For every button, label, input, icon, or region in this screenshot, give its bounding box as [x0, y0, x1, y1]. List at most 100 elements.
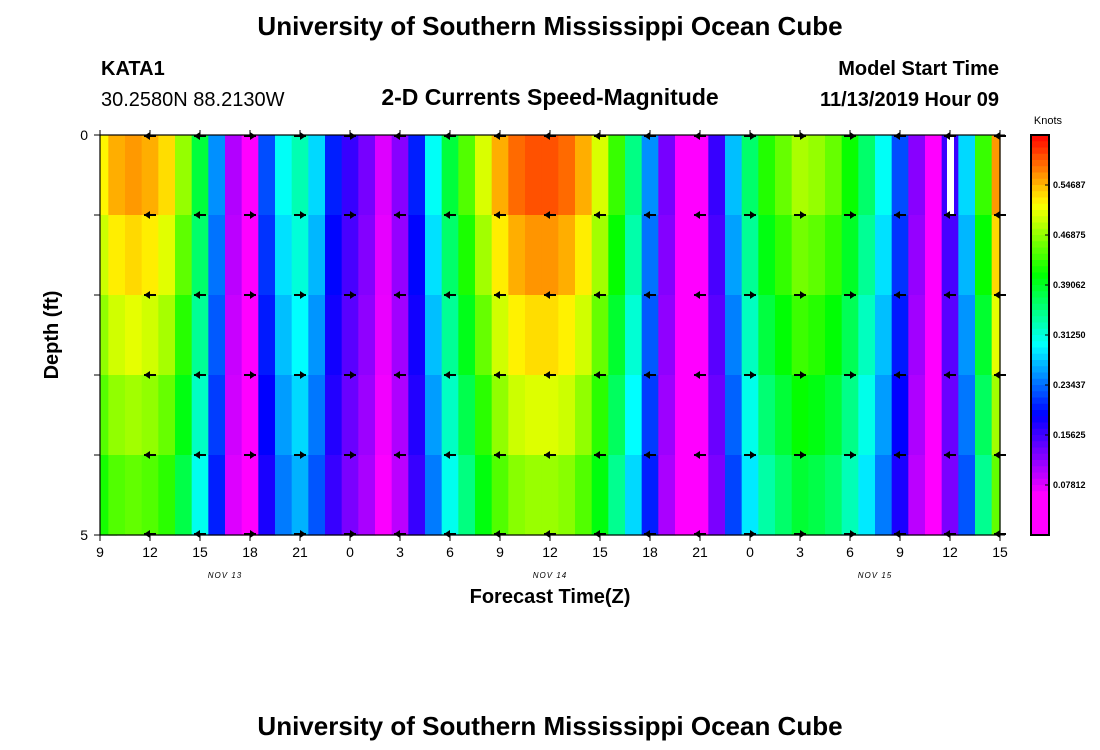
heatmap-cell: [358, 215, 376, 296]
heatmap-cell: [925, 295, 943, 376]
heatmap-cell: [208, 455, 226, 536]
heatmap-cell: [475, 135, 493, 216]
current-arrow: [644, 132, 656, 140]
heatmap-cell: [825, 215, 843, 296]
colorbar-swatch: [1031, 416, 1049, 424]
current-arrow: [594, 451, 606, 459]
heatmap-cell: [508, 295, 526, 376]
colorbar-swatch: [1031, 278, 1049, 286]
current-arrow: [544, 451, 556, 459]
heatmap-cell: [158, 375, 176, 456]
heatmap-cell: [275, 135, 293, 216]
current-arrow: [594, 211, 606, 219]
colorbar-swatch: [1031, 203, 1049, 211]
heatmap-cell: [675, 375, 693, 456]
current-arrow: [494, 291, 506, 299]
current-arrow: [544, 291, 556, 299]
heatmap-cell: [991, 295, 1001, 376]
heatmap-cell: [375, 295, 393, 376]
colorbar-tick-label: 0.07812: [1053, 480, 1086, 490]
current-arrow: [294, 291, 306, 299]
heatmap-cell: [225, 135, 243, 216]
heatmap-cell: [758, 135, 776, 216]
colorbar-swatch: [1031, 441, 1049, 449]
colorbar-swatch: [1031, 247, 1049, 255]
heatmap-cell: [258, 375, 276, 456]
heatmap-cell: [625, 295, 643, 376]
heatmap-cell: [808, 215, 826, 296]
date-label: NOV 15: [858, 571, 892, 580]
colorbar-swatch: [1031, 485, 1049, 492]
colorbar-swatch: [1031, 347, 1049, 355]
heatmap-cell: [875, 295, 893, 376]
current-arrow: [394, 371, 406, 379]
x-tick-label: 15: [592, 544, 608, 560]
heatmap-cell: [408, 375, 426, 456]
x-tick-label: 0: [346, 544, 354, 560]
heatmap-cell: [625, 135, 643, 216]
heatmap-cell: [275, 295, 293, 376]
heatmap-cell: [208, 375, 226, 456]
heatmap-cell: [341, 455, 359, 536]
colorbar-swatch: [1031, 460, 1049, 467]
heatmap-cell: [258, 455, 276, 536]
heatmap-cell: [491, 215, 509, 296]
current-arrow: [344, 132, 356, 140]
current-arrow: [294, 132, 306, 140]
heatmap-cell: [725, 215, 743, 296]
heatmap-cell: [391, 375, 409, 456]
heatmap-cell: [325, 455, 343, 536]
heatmap-cell: [308, 455, 326, 536]
current-arrow: [344, 371, 356, 379]
current-arrow: [744, 530, 756, 538]
heatmap-cell: [591, 375, 609, 456]
current-arrow: [544, 530, 556, 538]
colorbar-swatch: [1031, 510, 1049, 517]
heatmap-cell: [541, 215, 559, 296]
colorbar-swatch: [1031, 353, 1049, 361]
heatmap-cell: [858, 375, 876, 456]
current-arrow: [444, 211, 456, 219]
current-arrow: [444, 132, 456, 140]
heatmap-cell: [991, 215, 1001, 296]
current-arrow: [894, 291, 906, 299]
colorbar-swatch: [1031, 528, 1049, 536]
heatmap-cell: [108, 135, 126, 216]
heatmap-cell: [958, 135, 976, 216]
heatmap-cell: [908, 135, 926, 216]
heatmap-cell: [775, 375, 793, 456]
colorbar-swatch: [1031, 241, 1049, 249]
heatmap-cell: [675, 455, 693, 536]
heatmap-cell: [191, 215, 209, 296]
colorbar-swatch: [1031, 172, 1049, 180]
x-tick-label: 12: [942, 544, 958, 560]
colorbar-tick-label: 0.54687: [1053, 180, 1086, 190]
heatmap-cell: [491, 135, 509, 216]
heatmap-cell: [608, 215, 626, 296]
heatmap-cell: [891, 215, 909, 296]
heatmap-cell: [325, 295, 343, 376]
colorbar-swatch: [1031, 466, 1049, 474]
heatmap-cell: [241, 375, 259, 456]
heatmap-cell: [208, 215, 226, 296]
current-arrow: [694, 132, 706, 140]
heatmap-cell: [691, 215, 709, 296]
heatmap-cell: [308, 135, 326, 216]
heatmap-cell: [441, 375, 459, 456]
heatmap-cell: [808, 295, 826, 376]
date-label: NOV 14: [533, 571, 567, 580]
date-labels: NOV 13 NOV 14 NOV 15: [208, 571, 892, 580]
heatmap-cell: [241, 215, 259, 296]
current-arrow: [844, 291, 856, 299]
current-arrow: [644, 530, 656, 538]
colorbar-swatch: [1031, 303, 1049, 311]
heatmap-cell: [225, 375, 243, 456]
current-arrow: [744, 211, 756, 219]
heatmap-cell: [358, 375, 376, 456]
heatmap-cell: [291, 455, 309, 536]
current-arrow: [844, 371, 856, 379]
heatmap-cell: [991, 375, 1001, 456]
colorbar-swatch: [1031, 328, 1049, 336]
colorbar-swatch: [1031, 322, 1049, 330]
colorbar-swatch: [1031, 285, 1049, 292]
